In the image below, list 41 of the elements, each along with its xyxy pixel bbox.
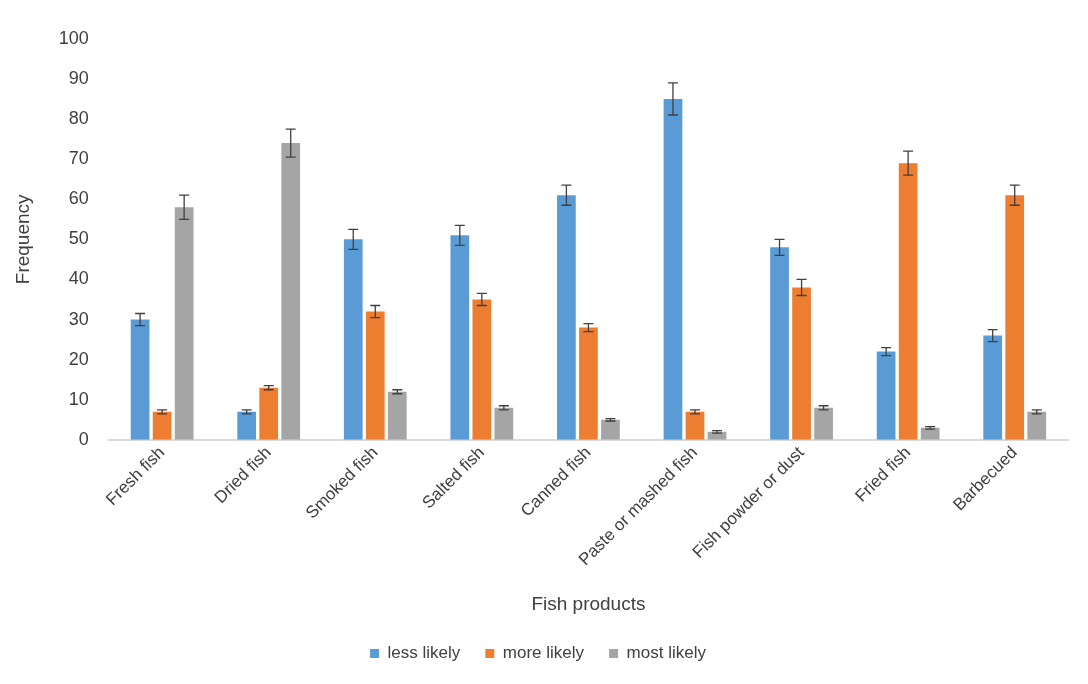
bar <box>983 335 1003 440</box>
bar <box>685 411 705 440</box>
bar <box>152 411 172 440</box>
bar <box>130 319 150 440</box>
y-tick-label: 100 <box>58 27 89 48</box>
bar <box>174 207 194 440</box>
bar <box>281 143 301 440</box>
bar <box>601 419 620 440</box>
y-tick-label: 30 <box>68 308 89 329</box>
y-tick-label: 20 <box>68 348 89 369</box>
bar <box>472 299 492 440</box>
y-tick-label: 60 <box>68 188 89 209</box>
legend-label: less likely <box>387 643 461 663</box>
bar <box>814 407 833 440</box>
bar <box>876 351 896 440</box>
bar <box>663 98 683 440</box>
bar <box>792 287 811 440</box>
y-tick-label: 50 <box>68 228 89 249</box>
bar <box>343 239 363 440</box>
bar <box>898 163 918 440</box>
y-tick-label: 0 <box>78 428 89 449</box>
bar <box>237 411 257 440</box>
bar <box>557 195 576 440</box>
bar <box>494 407 514 440</box>
y-tick-label: 90 <box>68 67 89 88</box>
y-tick-label: 70 <box>68 148 89 169</box>
bar <box>365 311 385 440</box>
bar <box>387 391 407 440</box>
bar <box>259 387 279 440</box>
x-axis-title: Fish products <box>531 592 646 614</box>
y-axis-title: Frequency <box>11 193 33 285</box>
bar <box>1027 411 1047 440</box>
bar <box>450 235 470 440</box>
bar <box>1005 195 1025 440</box>
y-tick-label: 40 <box>68 268 89 289</box>
bar <box>579 327 598 440</box>
legend-label: more likely <box>502 643 585 663</box>
y-tick-label: 80 <box>68 107 89 128</box>
y-tick-label: 10 <box>68 388 89 409</box>
bar <box>770 247 789 440</box>
legend-label: most likely <box>626 643 707 663</box>
